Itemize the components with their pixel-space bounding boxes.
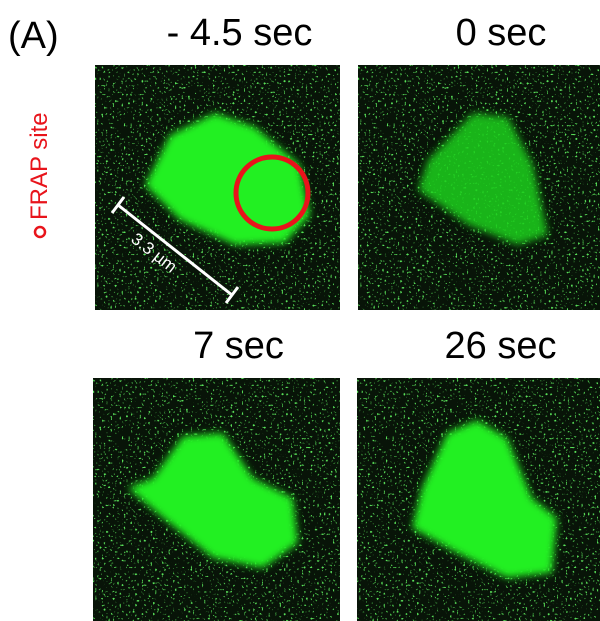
legend-marker — [35, 227, 45, 237]
micrograph — [93, 378, 340, 621]
frame-title: - 4.5 sec — [167, 12, 313, 54]
micrograph — [357, 378, 600, 621]
legend-text: FRAP site — [26, 112, 53, 220]
micrograph: 3.3 µm — [95, 65, 340, 310]
frame-title: 0 sec — [456, 12, 547, 54]
figure: (A) FRAP site - 4.5 sec 3.3 µm 0 sec 7 sec 2… — [0, 0, 600, 621]
frame-title: 7 sec — [193, 325, 284, 367]
legend: FRAP site — [26, 112, 53, 237]
panel-label: (A) — [8, 15, 59, 57]
micrograph — [358, 65, 600, 310]
frame-title: 26 sec — [445, 325, 557, 367]
